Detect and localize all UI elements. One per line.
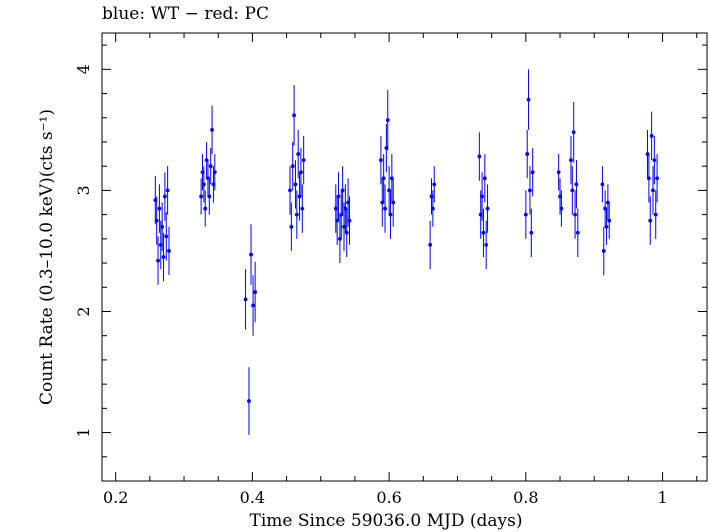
data-point <box>207 194 212 199</box>
data-point <box>296 152 301 156</box>
data-point <box>293 182 298 187</box>
data-point <box>485 206 490 211</box>
data-point <box>294 212 299 217</box>
data-point <box>604 224 609 229</box>
data-point <box>482 176 487 181</box>
data-point <box>646 176 651 181</box>
data-point <box>347 218 352 223</box>
data-point <box>156 258 160 263</box>
y-tick-label: 1 <box>74 427 93 437</box>
data-point <box>526 97 531 102</box>
data-point <box>299 170 303 175</box>
data-point <box>477 154 482 159</box>
data-point <box>574 182 579 187</box>
data-point <box>199 194 204 199</box>
x-axis-label: Time Since 59036.0 MJD (days) <box>250 511 523 531</box>
data-point <box>301 158 306 163</box>
data-point <box>428 242 433 247</box>
data-point <box>653 212 658 217</box>
data-point <box>652 158 657 163</box>
data-point <box>480 194 484 199</box>
data-point <box>571 130 576 135</box>
data-point <box>161 255 166 259</box>
data-points <box>153 69 659 435</box>
data-point <box>648 218 653 223</box>
data-point <box>523 212 528 217</box>
data-point <box>575 230 580 235</box>
data-point <box>432 182 437 187</box>
data-point <box>208 164 213 169</box>
data-point <box>649 134 654 138</box>
data-point <box>157 206 162 211</box>
data-point <box>247 399 251 403</box>
x-tick-label: 0.4 <box>240 488 265 507</box>
data-point <box>167 249 171 253</box>
data-point <box>651 188 655 193</box>
data-point <box>601 249 606 253</box>
data-point <box>336 194 341 199</box>
data-point <box>379 158 383 163</box>
data-point <box>383 206 387 211</box>
y-tick-label: 4 <box>74 64 93 74</box>
x-tick-label: 0.8 <box>513 488 538 507</box>
plot-frame <box>101 32 708 482</box>
data-point <box>525 152 530 156</box>
data-point <box>388 212 393 217</box>
x-tick-label: 0.2 <box>103 488 128 507</box>
y-axis-label: Count Rate (0.3–10.0 keV)(cts s⁻¹) <box>37 109 57 405</box>
data-point <box>344 230 349 235</box>
data-point <box>249 252 253 257</box>
axis-ticks: 0.2 0.4 0.6 0.8 1 1 2 3 4 <box>74 33 707 507</box>
x-tick-label: 0.6 <box>376 488 401 507</box>
data-point <box>484 242 489 247</box>
data-point <box>251 303 255 308</box>
data-point <box>289 224 294 229</box>
y-tick-label: 2 <box>74 306 93 316</box>
data-point <box>528 188 532 193</box>
data-point <box>288 188 292 193</box>
data-point <box>160 224 165 229</box>
data-point <box>165 188 170 193</box>
data-point <box>381 176 386 181</box>
data-point <box>201 182 206 187</box>
data-point <box>212 170 217 175</box>
data-point <box>300 206 305 211</box>
data-point <box>481 230 486 235</box>
data-point <box>600 182 605 187</box>
data-point <box>573 212 577 217</box>
data-point <box>529 230 534 235</box>
data-point <box>430 206 435 211</box>
data-point <box>391 200 396 205</box>
data-point <box>290 164 295 169</box>
data-point <box>385 118 390 123</box>
data-point <box>154 218 159 223</box>
data-point <box>569 158 573 163</box>
data-point <box>655 176 659 181</box>
data-point <box>530 170 535 175</box>
data-point <box>253 290 258 295</box>
data-point <box>556 170 561 175</box>
data-point <box>559 206 564 211</box>
y-tick-label: 3 <box>74 185 93 195</box>
data-point <box>164 234 169 239</box>
chart-title: blue: WT − red: PC <box>102 4 269 24</box>
data-point <box>243 297 248 302</box>
data-point <box>340 188 345 193</box>
data-point <box>607 218 612 223</box>
data-point <box>570 188 575 193</box>
x-tick-label: 1 <box>657 488 667 507</box>
data-point <box>162 194 167 199</box>
data-point <box>292 113 296 118</box>
data-point <box>210 127 214 132</box>
data-point <box>203 206 208 211</box>
